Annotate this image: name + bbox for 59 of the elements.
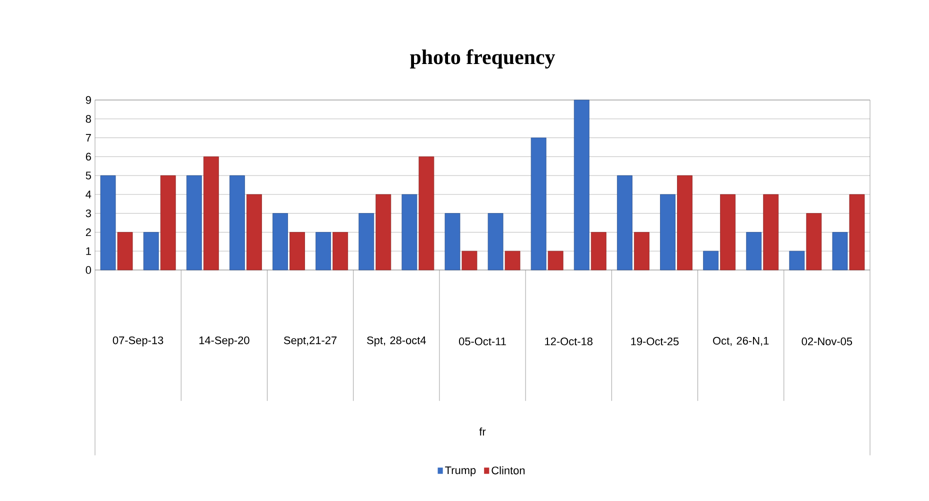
bar: [634, 232, 650, 270]
y-tick-label: 8: [86, 115, 91, 123]
bar: [703, 250, 719, 270]
bar: [462, 250, 478, 270]
bar: [230, 175, 245, 270]
bar: [677, 175, 692, 270]
bar: [590, 232, 606, 270]
y-tick-label: 1: [86, 247, 91, 255]
bar: [290, 232, 305, 270]
text: 05-Oct-11: [458, 338, 506, 346]
y-tick-label: 2: [86, 228, 91, 236]
y-tick-label: 0: [86, 266, 92, 274]
bar: [376, 194, 392, 270]
bar: [660, 194, 676, 270]
bar: [763, 194, 779, 270]
y-tick-label: 7: [86, 134, 91, 142]
bar: [548, 250, 564, 270]
bar: [316, 232, 332, 270]
legend-label: Clinton: [492, 466, 525, 474]
text: Sept,21-27: [284, 336, 337, 346]
y-tick-label: 4: [86, 190, 92, 198]
y-tick-label: 6: [86, 152, 91, 161]
bar: [617, 175, 632, 270]
bar: [488, 213, 504, 270]
bar: [100, 175, 116, 270]
y-tick-label: 5: [86, 172, 92, 180]
y-tick-label: 3: [86, 209, 91, 218]
text: 02-Nov-05: [802, 338, 852, 346]
y-tick-label: 9: [86, 96, 91, 104]
bar: [143, 232, 159, 270]
text: 12-Oct-18: [545, 338, 592, 346]
bar: [720, 194, 736, 270]
bar: [806, 213, 822, 270]
text: 19-Oct-25: [631, 338, 679, 346]
text: Spt, 28-oct4: [367, 336, 426, 346]
bar: [832, 232, 848, 270]
bar: [117, 232, 133, 270]
text: Oct, 26-N,1: [713, 336, 769, 346]
bar: [246, 194, 262, 270]
bar: [402, 194, 418, 270]
bar: [186, 175, 202, 270]
bar: [418, 156, 434, 270]
bar: [203, 156, 219, 270]
bar: [789, 250, 805, 270]
bar: [574, 100, 590, 270]
bar: [530, 138, 546, 270]
bar: [504, 250, 520, 270]
legend-label: Trump: [445, 466, 476, 476]
bar: [272, 213, 288, 270]
bar: [849, 194, 865, 270]
text: fr: [479, 428, 486, 436]
bar: [160, 175, 176, 270]
bar: [444, 213, 460, 270]
bar: [358, 213, 374, 270]
text: 14-Sep-20: [199, 336, 250, 346]
chart-title: photo frequency: [410, 49, 556, 69]
bar: [746, 232, 762, 270]
text: 07-Sep-13: [112, 336, 164, 346]
bar: [332, 232, 348, 270]
